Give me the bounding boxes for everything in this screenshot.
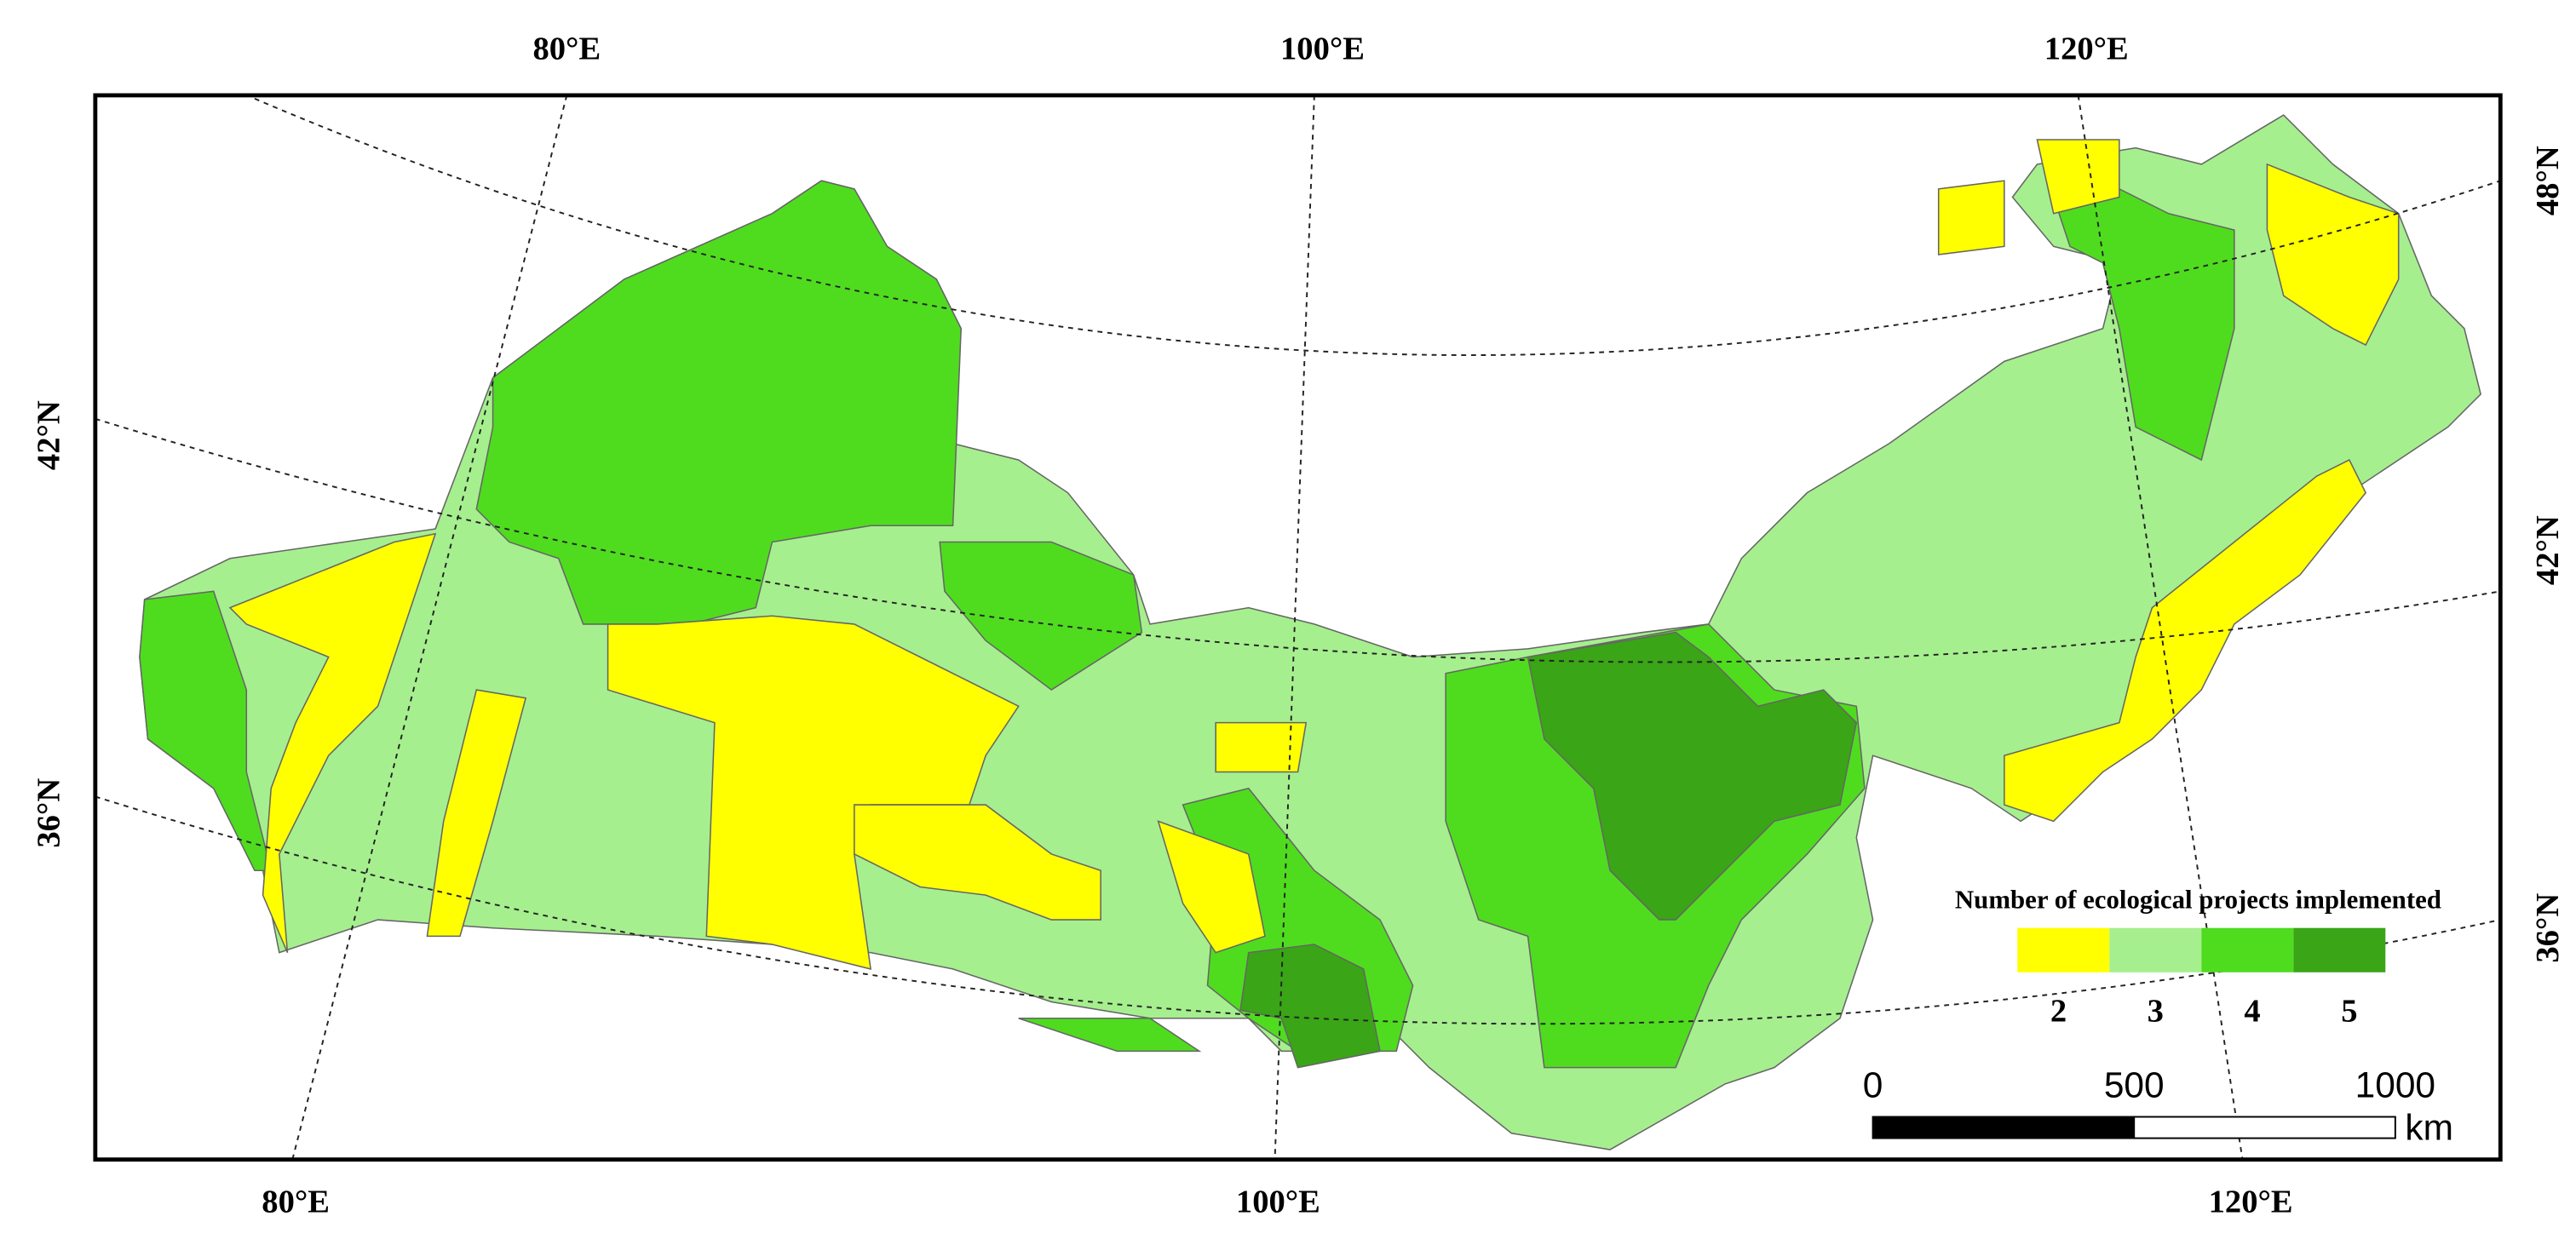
map-frame: [93, 93, 2503, 1162]
legend: 2 3 4 5: [2017, 927, 2386, 1030]
legend-swatch: [2201, 927, 2294, 972]
region: [1215, 721, 1308, 773]
parallel: [95, 417, 2501, 663]
region: [1239, 944, 1381, 1069]
legend-swatch: [2017, 927, 2110, 972]
region: [1018, 1018, 1202, 1053]
scale-label: 500: [2104, 1064, 2165, 1104]
parallel: [254, 97, 2501, 356]
longitude-label: 80°E: [262, 1184, 330, 1219]
latitude-label: 42°N: [2530, 515, 2566, 585]
region: [475, 180, 962, 625]
region: [2036, 139, 2120, 215]
region: [2004, 459, 2367, 823]
region: [854, 804, 1101, 921]
region: [1157, 820, 1266, 954]
scale-segment: [2133, 1116, 2396, 1139]
region: [2266, 163, 2400, 347]
legend-title: Number of ecological projects implemente…: [1955, 886, 2441, 915]
longitude-label: 120°E: [2044, 32, 2129, 67]
longitude-label: 100°E: [1236, 1184, 1320, 1219]
region: [1937, 180, 2005, 255]
longitude-label: 100°E: [1280, 32, 1365, 67]
scale-label: 0: [1863, 1064, 1883, 1104]
latitude-label: 36°N: [2530, 893, 2566, 963]
parallel: [95, 795, 2501, 1025]
latitude-label: 42°N: [31, 400, 66, 470]
meridian: [1274, 95, 1315, 1160]
scale-segment: [1872, 1116, 2136, 1139]
region: [1527, 631, 1858, 921]
longitude-label: 80°E: [532, 32, 601, 67]
region: [2052, 180, 2235, 462]
latitude-label: 48°N: [2530, 146, 2566, 215]
region: [139, 590, 273, 871]
legend-label: 4: [2244, 994, 2260, 1030]
legend-label: 2: [2050, 994, 2067, 1030]
region: [426, 689, 527, 938]
legend-label: 5: [2341, 994, 2357, 1030]
legend-swatch: [2109, 927, 2202, 972]
legend-label: 3: [2148, 994, 2164, 1030]
scale-unit: km: [2405, 1108, 2453, 1148]
scale-label: 1000: [2355, 1064, 2435, 1104]
regions: [139, 114, 2481, 1150]
legend-swatch: [2293, 927, 2386, 972]
longitude-label: 120°E: [2209, 1184, 2293, 1219]
region: [939, 541, 1143, 691]
meridian: [2077, 95, 2244, 1160]
latitude-label: 36°N: [31, 778, 66, 848]
region: [228, 532, 437, 953]
graticule: [95, 95, 2501, 1160]
